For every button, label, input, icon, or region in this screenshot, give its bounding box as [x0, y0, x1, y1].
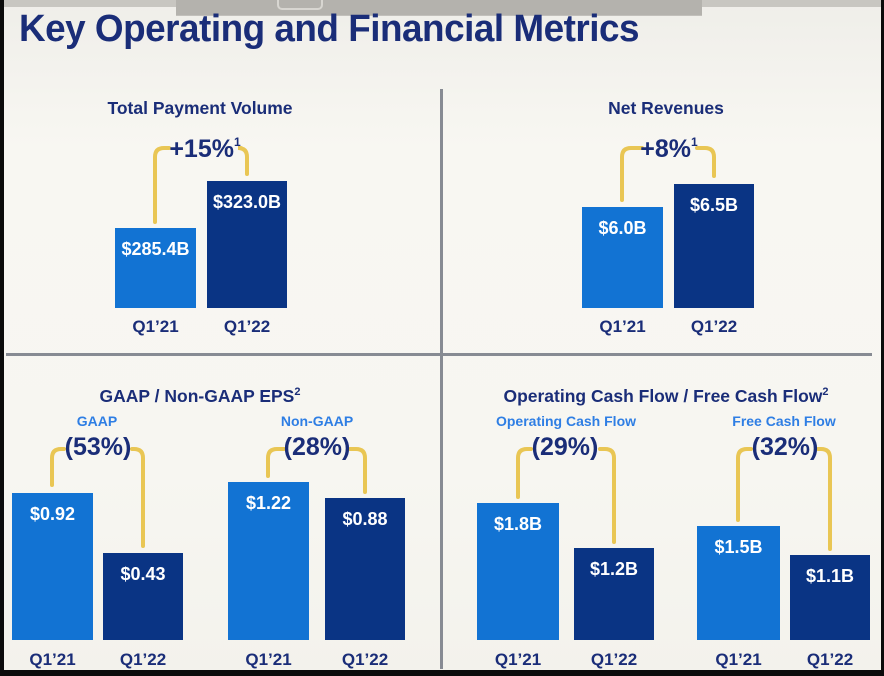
- bracket-arm: [266, 447, 286, 478]
- bar-value-label: $1.5B: [714, 537, 763, 557]
- change-label: (28%): [283, 433, 351, 461]
- bracket-arm: [736, 447, 753, 522]
- bracket-arm: [695, 146, 716, 178]
- left-border: [0, 0, 4, 676]
- change-label: +8%1: [640, 135, 698, 163]
- change-brackets: [620, 146, 716, 202]
- footnote-marker: 1: [691, 135, 698, 149]
- change-label: (53%): [64, 433, 132, 461]
- bar-value-label: $0.92: [29, 504, 76, 524]
- x-axis-label: Q1’22: [341, 650, 389, 669]
- bar-current-year: $1.1B: [790, 555, 870, 640]
- chart-title: Net Revenues: [608, 97, 724, 118]
- x-axis-label: Q1’21: [715, 650, 762, 669]
- chart-total-payment-volume: Total Payment Volume +15%1 $285.4B Q1’21 $3…: [0, 85, 442, 355]
- bracket-arm: [153, 146, 171, 224]
- bar-value-label: $323.0B: [212, 192, 282, 212]
- bracket-arm: [598, 447, 616, 544]
- series-label: GAAP: [76, 413, 118, 429]
- change-label: (29%): [531, 433, 599, 461]
- x-axis-label: Q1’21: [245, 650, 292, 669]
- bottom-border: [0, 670, 884, 676]
- footnote-marker: 2: [822, 386, 829, 398]
- bar-value-label: $6.5B: [689, 195, 739, 215]
- bar-current-year: $6.5B: [674, 184, 754, 308]
- chart-operating-cash-flow-free-cash-flow: Operating Cash Flow / Free Cash Flow2 Op…: [442, 355, 884, 676]
- bar-current-year: $0.43: [103, 553, 183, 640]
- player-handle-tab: [277, 0, 323, 10]
- bar-value-label: $285.4B: [121, 239, 190, 259]
- series-label: Non-GAAP: [280, 413, 354, 429]
- bar-value-label: $6.0B: [598, 218, 647, 238]
- series-label: Operating Cash Flow: [495, 413, 637, 429]
- x-axis-label: Q1’21: [132, 317, 179, 336]
- footnote-marker: 1: [233, 135, 241, 149]
- x-axis-label: Q1’22: [590, 650, 638, 669]
- change-label: +15%1: [169, 135, 241, 163]
- right-border: [881, 0, 884, 676]
- bracket-arm: [130, 447, 145, 548]
- chart-title: Operating Cash Flow / Free Cash Flow2: [503, 385, 829, 406]
- bar-value-label: $1.1B: [805, 566, 855, 586]
- bar-prior-year: $6.0B: [582, 207, 663, 308]
- bar-prior-year: $1.22: [228, 482, 309, 640]
- vertical-divider: [440, 89, 443, 669]
- page-title: Key Operating and Financial Metrics: [19, 8, 640, 50]
- bracket-arm: [516, 447, 533, 499]
- bracket-arm: [816, 447, 832, 551]
- chart-title: GAAP / Non-GAAP EPS2: [99, 385, 301, 406]
- bar-prior-year: $1.5B: [697, 526, 780, 640]
- x-axis-label: Q1’21: [599, 317, 646, 336]
- bar-prior-year: $285.4B: [115, 228, 196, 308]
- bar-current-year: $1.2B: [574, 548, 654, 640]
- x-axis-label: Q1’22: [119, 650, 167, 669]
- series-label: Free Cash Flow: [732, 413, 836, 429]
- bar-value-label: $0.88: [342, 509, 388, 529]
- bar-value-label: $1.2B: [589, 559, 639, 579]
- footnote-marker: 2: [294, 386, 301, 398]
- bar-current-year: $0.88: [325, 498, 405, 640]
- x-axis-label: Q1’21: [494, 650, 542, 669]
- player-top-bar: [176, 0, 702, 16]
- x-axis-label: Q1’21: [29, 650, 76, 669]
- x-axis-label: Q1’22: [806, 650, 854, 669]
- bar-current-year: $323.0B: [207, 181, 287, 308]
- x-axis-label: Q1’22: [690, 317, 738, 336]
- x-axis-label: Q1’22: [223, 317, 271, 336]
- bar-prior-year: $0.92: [12, 493, 93, 640]
- bracket-arm: [620, 146, 644, 202]
- chart-title: Total Payment Volume: [107, 97, 293, 118]
- horizontal-divider: [6, 353, 872, 356]
- change-label: (32%): [751, 433, 819, 461]
- bar-prior-year: $1.8B: [477, 503, 559, 640]
- bar-value-label: $1.8B: [493, 514, 543, 534]
- chart-gaap-non-gaap-eps: GAAP / Non-GAAP EPS2 GAAP (53%) $0.92 Q1’21…: [0, 355, 442, 676]
- bar-value-label: $0.43: [120, 564, 166, 584]
- bracket-arm: [348, 447, 367, 494]
- chart-net-revenues: Net Revenues +8%1 $6.0B Q1’21 $6.5B Q1’22: [442, 85, 884, 355]
- bar-value-label: $1.22: [245, 493, 292, 513]
- bracket-arm: [50, 447, 66, 487]
